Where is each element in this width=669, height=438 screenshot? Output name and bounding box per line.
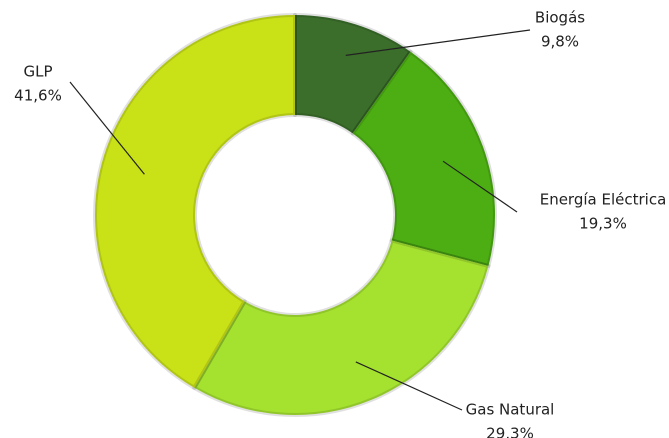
donut-segment xyxy=(293,13,413,136)
category-label: Energía Eléctrica xyxy=(540,191,667,209)
leader-line xyxy=(69,81,145,175)
value-label: 9,8% xyxy=(541,33,579,51)
category-label: Biogás xyxy=(535,9,585,27)
category-label: Gas Natural xyxy=(466,401,555,419)
donut-segment xyxy=(192,238,491,417)
value-label: 19,3% xyxy=(579,215,627,233)
donut-segment xyxy=(93,13,297,390)
value-label: 41,6% xyxy=(14,87,62,105)
leader-line xyxy=(355,361,463,411)
leader-line xyxy=(442,160,518,213)
value-label: 29,3% xyxy=(486,425,534,438)
category-label: GLP xyxy=(23,63,52,81)
leader-line xyxy=(345,29,531,56)
donut-segment xyxy=(350,49,497,268)
